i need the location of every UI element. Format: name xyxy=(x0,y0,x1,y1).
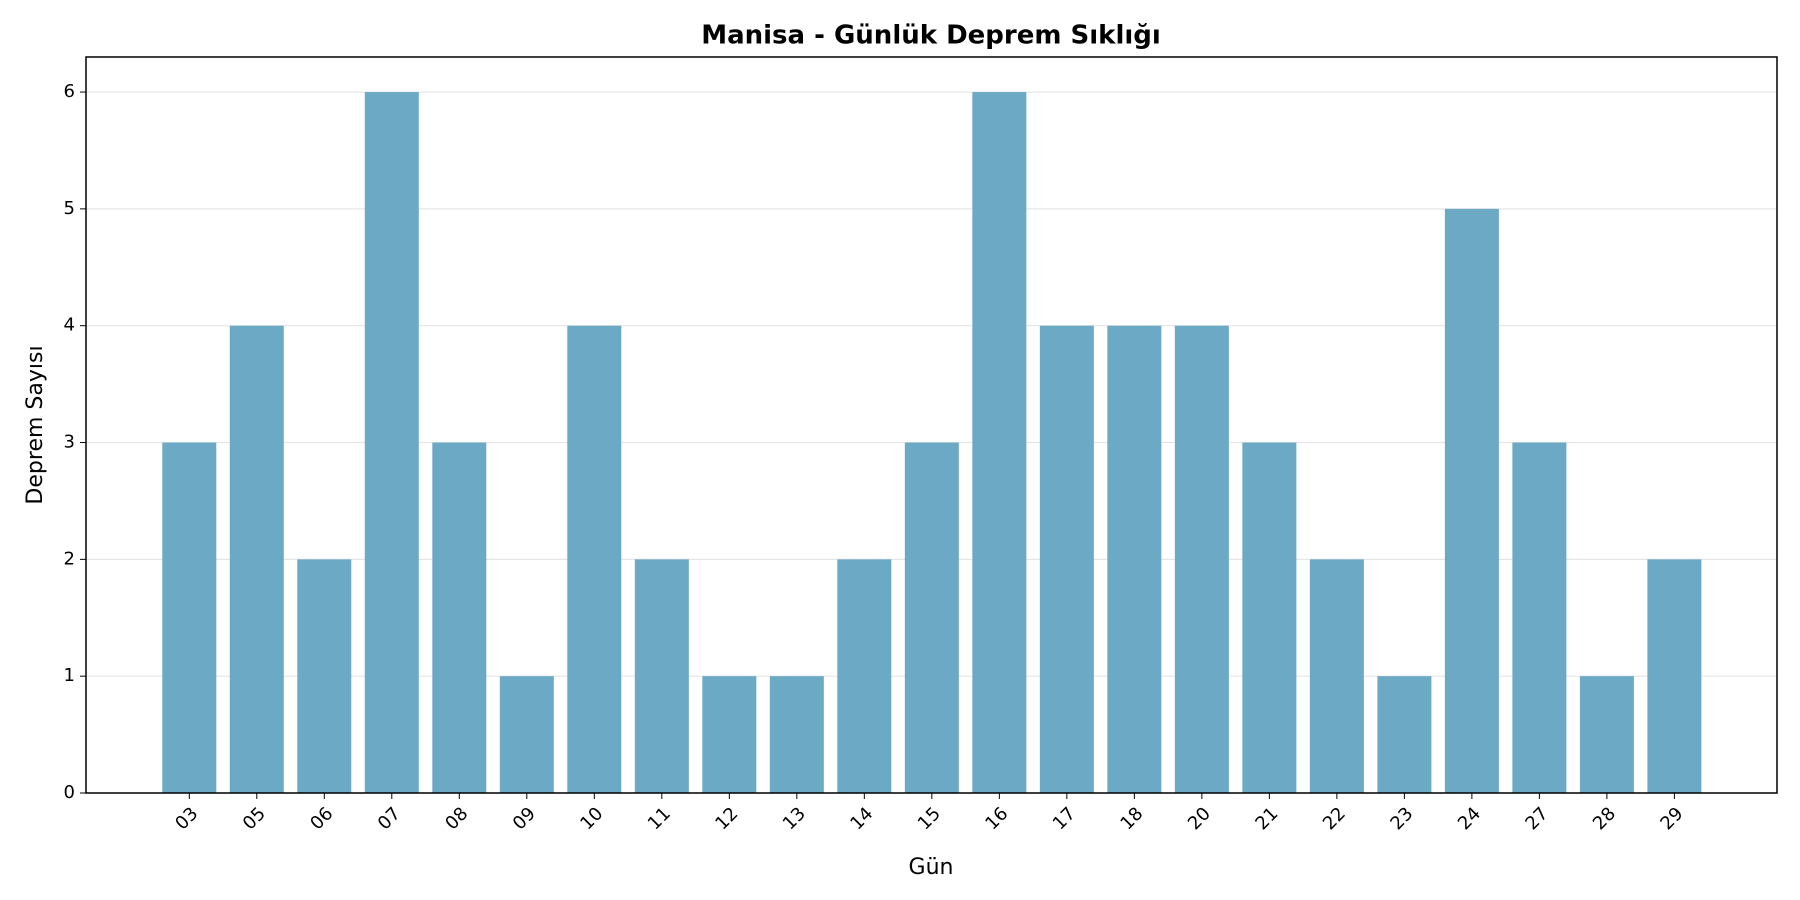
bar xyxy=(567,325,622,793)
bar xyxy=(1579,676,1634,793)
chart-title: Manisa - Günlük Deprem Sıklığı xyxy=(701,21,1161,51)
bar xyxy=(1174,325,1229,793)
x-tick-label: 13 xyxy=(779,803,810,834)
x-axis-label: Gün xyxy=(909,855,954,880)
bar xyxy=(904,442,959,793)
bar xyxy=(162,442,217,793)
bar xyxy=(1039,325,1094,793)
x-tick-label: 27 xyxy=(1521,803,1552,834)
y-tick-label: 0 xyxy=(64,782,75,803)
bar xyxy=(1107,325,1162,793)
bar xyxy=(1377,676,1432,793)
y-tick-label: 5 xyxy=(64,198,75,219)
y-tick-label: 6 xyxy=(64,81,75,102)
x-tick-label: 07 xyxy=(374,803,405,834)
x-tick-label: 08 xyxy=(441,803,472,834)
bar xyxy=(1444,208,1499,793)
x-tick-label: 16 xyxy=(981,803,1012,834)
y-tick-label: 1 xyxy=(64,665,75,686)
y-tick-label: 2 xyxy=(64,548,75,569)
y-tick-label: 4 xyxy=(64,315,75,336)
bar xyxy=(364,92,419,794)
bar xyxy=(1242,442,1297,793)
bar xyxy=(769,676,824,793)
bar xyxy=(972,92,1027,794)
bar xyxy=(1647,559,1702,793)
x-tick-label: 21 xyxy=(1251,803,1282,834)
x-tick-label: 09 xyxy=(509,803,540,834)
x-tick-label: 15 xyxy=(914,803,945,834)
x-tick-label: 23 xyxy=(1386,803,1417,834)
bar xyxy=(499,676,554,793)
bar xyxy=(1512,442,1567,793)
y-tick-label: 3 xyxy=(64,432,75,453)
bar xyxy=(634,559,689,793)
x-tick-label: 29 xyxy=(1656,803,1687,834)
x-tick-label: 17 xyxy=(1049,803,1080,834)
plot-frame xyxy=(85,56,1778,794)
bar xyxy=(702,676,757,793)
bar xyxy=(229,325,284,793)
x-tick-label: 20 xyxy=(1184,803,1215,834)
x-tick-label: 28 xyxy=(1589,803,1620,834)
x-tick-label: 24 xyxy=(1454,803,1485,834)
x-tick-label: 10 xyxy=(576,803,607,834)
bar xyxy=(837,559,892,793)
x-tick-label: 05 xyxy=(239,803,270,834)
bar xyxy=(297,559,352,793)
x-tick-label: 03 xyxy=(171,803,202,834)
x-tick-label: 12 xyxy=(711,803,742,834)
bar xyxy=(432,442,487,793)
y-axis-label: Deprem Sayısı xyxy=(23,345,48,504)
x-tick-label: 11 xyxy=(644,803,675,834)
x-tick-label: 22 xyxy=(1319,803,1350,834)
x-tick-label: 14 xyxy=(846,803,877,834)
x-tick-label: 18 xyxy=(1116,803,1147,834)
x-tick-label: 06 xyxy=(306,803,337,834)
bar xyxy=(1309,559,1364,793)
